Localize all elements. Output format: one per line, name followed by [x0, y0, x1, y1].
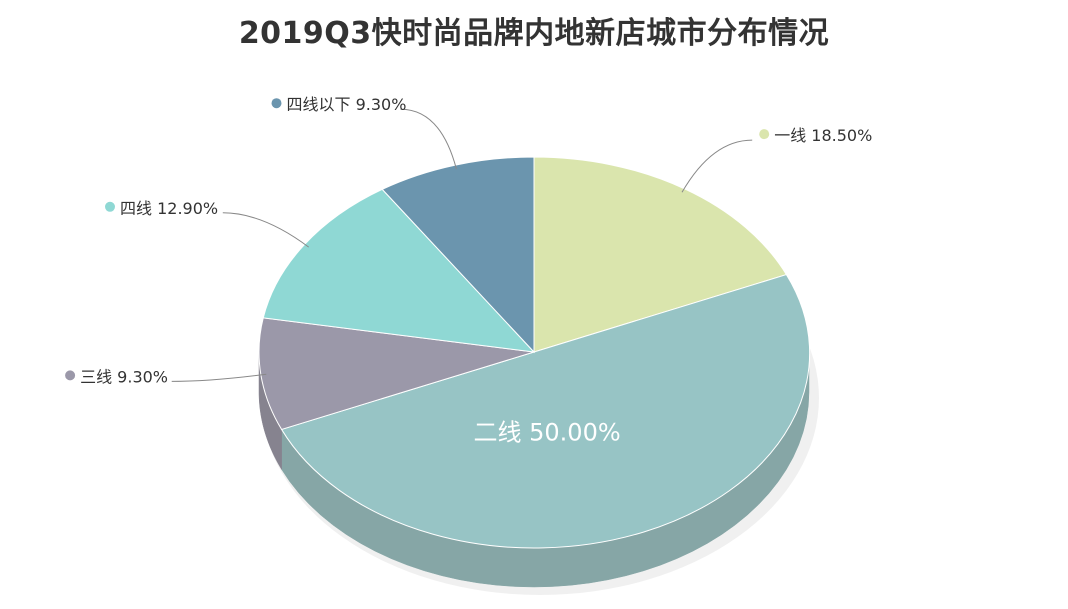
pie-slice-2 — [280, 273, 811, 549]
pie-labels: 一线 18.50% 二线 50.00% 三线 9.30% 四线 12.90% 四线以下 … — [65, 95, 872, 447]
legend-dot-5 — [271, 98, 282, 109]
leader-line-3 — [171, 373, 267, 382]
chart-title: 2019Q3快时尚品牌内地新店城市分布情况 — [238, 16, 830, 51]
leader-line-1 — [681, 139, 753, 193]
legend-dot-1 — [759, 129, 770, 140]
legend-dot-4 — [105, 201, 115, 212]
pie-top — [258, 156, 811, 549]
pie-slice-5 — [381, 156, 535, 354]
pie-slice-1 — [533, 156, 788, 353]
legend-dot-3 — [65, 370, 76, 381]
slice-label-3: 三线 9.30% — [80, 367, 168, 386]
leader-line-5 — [400, 108, 457, 170]
leader-line-4 — [222, 212, 309, 248]
slice-label-2: 二线 50.00% — [474, 419, 621, 447]
slice-label-1: 一线 18.50% — [774, 126, 872, 145]
slice-label-4: 四线 12.90% — [120, 199, 218, 218]
slice-label-5: 四线以下 9.30% — [287, 95, 407, 114]
pie-slice-4 — [262, 188, 536, 353]
